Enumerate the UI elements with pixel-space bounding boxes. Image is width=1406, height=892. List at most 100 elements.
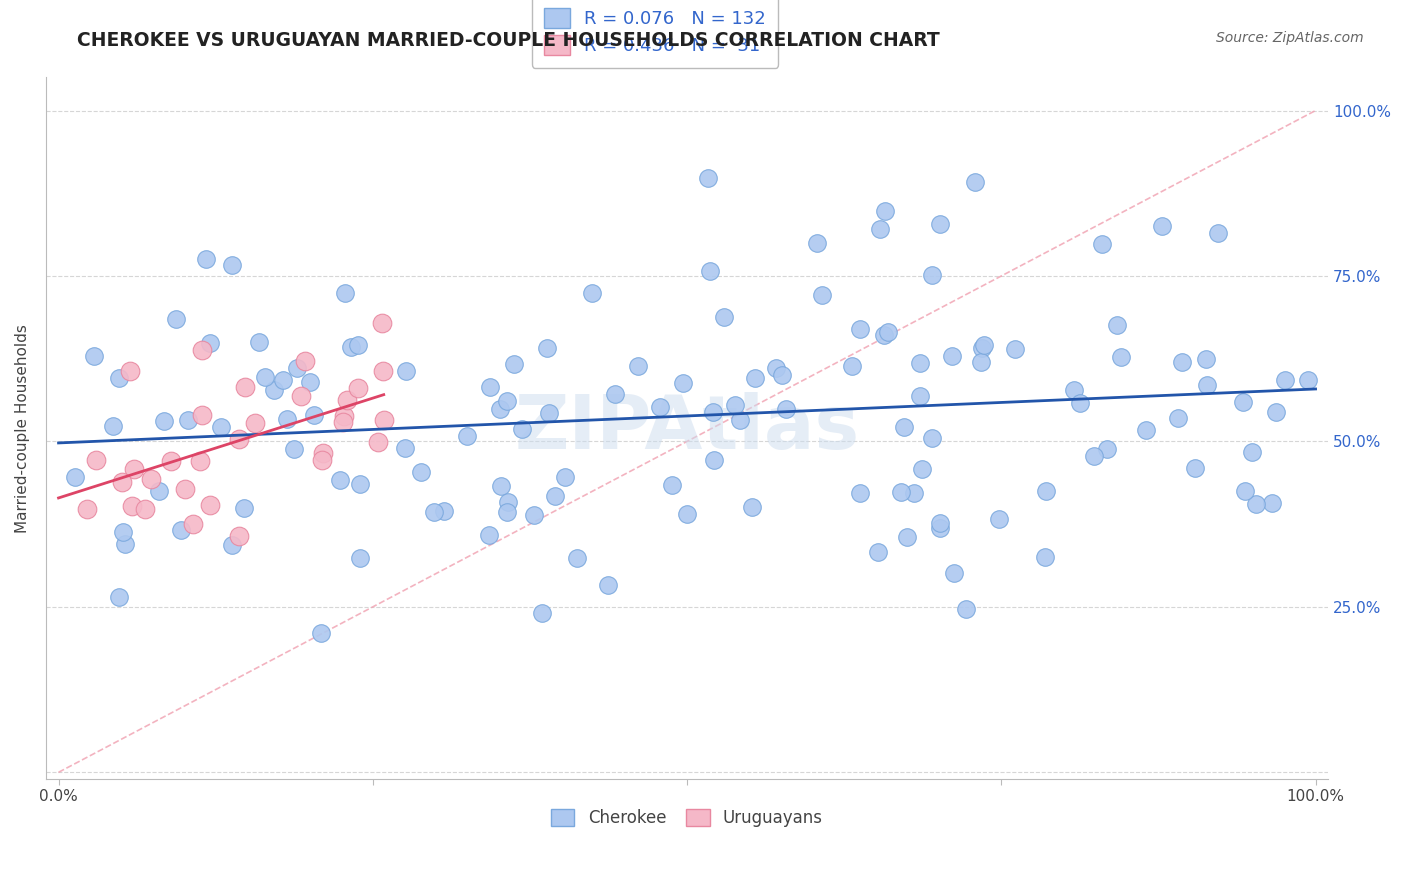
Point bbox=[124, 461, 146, 475]
Point bbox=[276, 412, 298, 426]
Point bbox=[200, 498, 222, 512]
Point bbox=[1232, 395, 1254, 409]
Point bbox=[243, 416, 266, 430]
Point bbox=[489, 401, 512, 416]
Point bbox=[1240, 444, 1263, 458]
Point bbox=[347, 337, 370, 351]
Point bbox=[903, 486, 925, 500]
Point bbox=[191, 409, 214, 423]
Point bbox=[311, 452, 333, 467]
Y-axis label: Married-couple Households: Married-couple Households bbox=[15, 324, 30, 533]
Point bbox=[188, 454, 211, 468]
Point bbox=[770, 368, 793, 382]
Point bbox=[228, 433, 250, 447]
Point bbox=[893, 419, 915, 434]
Point bbox=[696, 170, 718, 185]
Point bbox=[1109, 350, 1132, 364]
Point bbox=[531, 607, 554, 621]
Point bbox=[648, 401, 671, 415]
Point bbox=[1265, 405, 1288, 419]
Point bbox=[875, 204, 897, 219]
Text: Source: ZipAtlas.com: Source: ZipAtlas.com bbox=[1216, 31, 1364, 45]
Point bbox=[1150, 219, 1173, 233]
Point bbox=[111, 525, 134, 540]
Point bbox=[661, 478, 683, 492]
Point bbox=[169, 523, 191, 537]
Point bbox=[728, 413, 751, 427]
Point bbox=[174, 482, 197, 496]
Point bbox=[510, 422, 533, 436]
Point bbox=[1246, 497, 1268, 511]
Point bbox=[841, 359, 863, 373]
Point bbox=[896, 530, 918, 544]
Point bbox=[869, 221, 891, 235]
Point bbox=[496, 494, 519, 508]
Point bbox=[84, 453, 107, 467]
Point bbox=[1033, 549, 1056, 564]
Text: ZIPAtlas: ZIPAtlas bbox=[515, 392, 859, 465]
Point bbox=[544, 489, 567, 503]
Point bbox=[1298, 373, 1320, 387]
Point bbox=[702, 405, 724, 419]
Point bbox=[849, 486, 872, 500]
Point bbox=[596, 578, 619, 592]
Point bbox=[433, 504, 456, 518]
Point bbox=[972, 341, 994, 355]
Point bbox=[1091, 237, 1114, 252]
Point bbox=[114, 537, 136, 551]
Point bbox=[254, 369, 277, 384]
Point bbox=[232, 501, 254, 516]
Point bbox=[121, 499, 143, 513]
Point bbox=[233, 380, 256, 394]
Point bbox=[371, 364, 394, 378]
Point bbox=[134, 502, 156, 516]
Text: CHEROKEE VS URUGUAYAN MARRIED-COUPLE HOUSEHOLDS CORRELATION CHART: CHEROKEE VS URUGUAYAN MARRIED-COUPLE HOU… bbox=[77, 31, 941, 50]
Point bbox=[247, 335, 270, 350]
Point bbox=[744, 371, 766, 385]
Point bbox=[333, 285, 356, 300]
Point bbox=[672, 376, 695, 391]
Point bbox=[523, 508, 546, 522]
Point bbox=[699, 264, 721, 278]
Point bbox=[1004, 343, 1026, 357]
Point bbox=[108, 591, 131, 605]
Point bbox=[536, 341, 558, 355]
Point bbox=[263, 383, 285, 397]
Point bbox=[160, 454, 183, 468]
Point bbox=[908, 388, 931, 402]
Point bbox=[395, 364, 418, 378]
Point bbox=[1063, 383, 1085, 397]
Point bbox=[775, 402, 797, 417]
Point bbox=[943, 566, 966, 580]
Point bbox=[1274, 373, 1296, 387]
Point bbox=[195, 252, 218, 266]
Point bbox=[765, 361, 787, 376]
Point bbox=[336, 393, 359, 408]
Point bbox=[1184, 460, 1206, 475]
Point bbox=[908, 356, 931, 370]
Point bbox=[503, 357, 526, 371]
Point bbox=[581, 286, 603, 301]
Point bbox=[603, 387, 626, 401]
Point bbox=[294, 353, 316, 368]
Point bbox=[713, 310, 735, 325]
Point bbox=[988, 511, 1011, 525]
Point bbox=[1095, 442, 1118, 457]
Point bbox=[811, 288, 834, 302]
Point bbox=[873, 328, 896, 343]
Point bbox=[676, 507, 699, 521]
Point bbox=[973, 338, 995, 352]
Point bbox=[1195, 351, 1218, 366]
Point bbox=[165, 312, 187, 326]
Point bbox=[139, 472, 162, 486]
Point bbox=[83, 349, 105, 363]
Point bbox=[371, 316, 394, 330]
Point bbox=[1083, 449, 1105, 463]
Point bbox=[1035, 484, 1057, 499]
Legend: Cherokee, Uruguayans: Cherokee, Uruguayans bbox=[544, 802, 830, 834]
Point bbox=[1234, 484, 1257, 499]
Point bbox=[152, 414, 174, 428]
Point bbox=[312, 446, 335, 460]
Point bbox=[969, 355, 991, 369]
Point bbox=[1107, 318, 1129, 332]
